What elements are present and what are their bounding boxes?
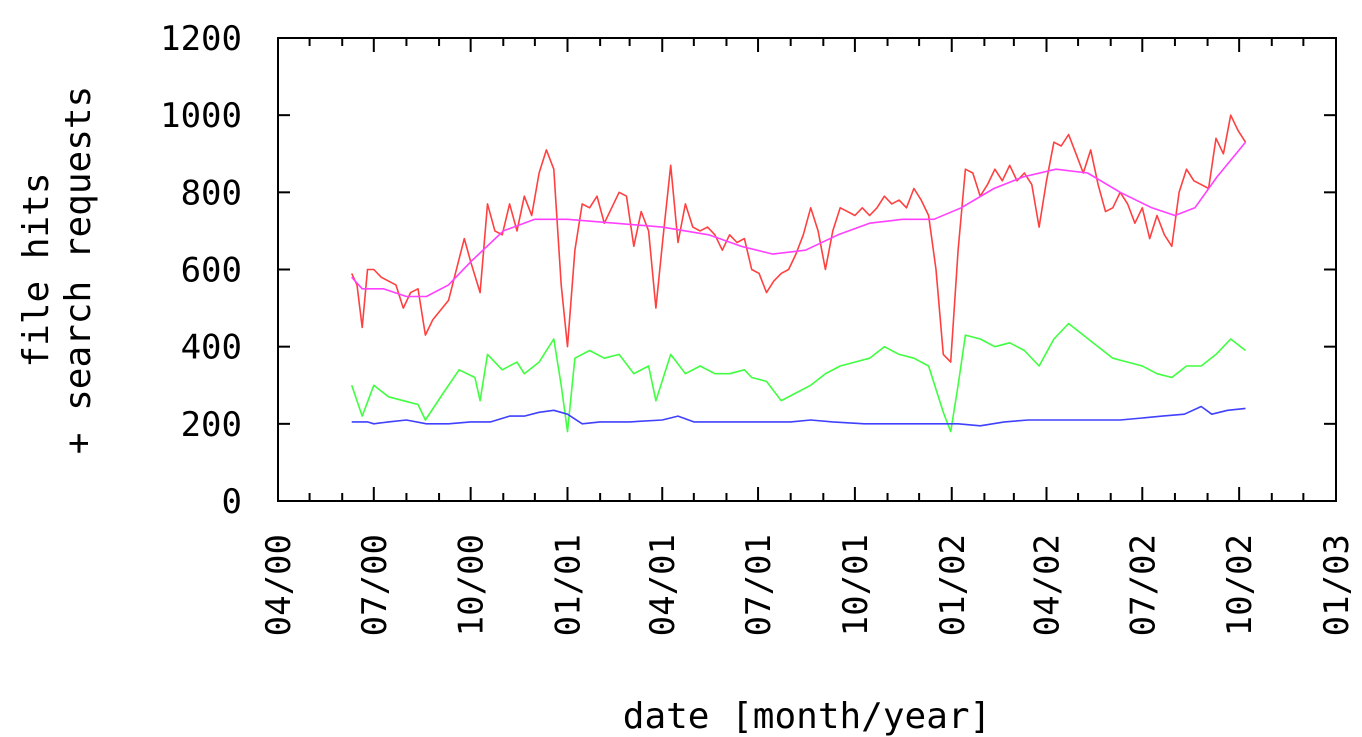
x-tick-label: 04/00 bbox=[259, 534, 299, 636]
y-tick-label: 400 bbox=[181, 328, 242, 368]
y-axis-label-line-2: + search requests bbox=[58, 86, 99, 454]
y-tick-label: 1200 bbox=[160, 19, 242, 59]
y-tick-label: 600 bbox=[181, 251, 242, 291]
x-tick-label: 10/01 bbox=[836, 534, 876, 636]
series-line-1 bbox=[350, 114, 1247, 363]
x-tick-label: 10/02 bbox=[1220, 534, 1260, 636]
y-tick-label: 1000 bbox=[160, 96, 242, 136]
series-line-4 bbox=[351, 405, 1246, 427]
x-tick-label: 10/00 bbox=[452, 534, 492, 636]
series-line-2 bbox=[351, 141, 1247, 298]
series-line-3 bbox=[350, 322, 1246, 433]
x-tick-label: 07/02 bbox=[1123, 534, 1163, 636]
x-axis-label: date [month/year] bbox=[623, 696, 991, 737]
x-tick-label: 01/01 bbox=[549, 534, 589, 636]
y-tick-label: 200 bbox=[181, 405, 242, 445]
x-axis: 04/00 07/00 10/00 01/01 04/01 07/01 10/01 01/02… bbox=[259, 38, 1357, 636]
x-tick-label: 01/03 bbox=[1317, 534, 1357, 636]
y-axis-label-line-1: file hits bbox=[16, 172, 57, 367]
y-axis: 0 200 400 600 800 1000 1200 bbox=[160, 19, 1336, 522]
y-tick-label: 0 bbox=[222, 482, 242, 522]
x-tick-label: 07/01 bbox=[739, 534, 779, 636]
x-tick-label: 01/02 bbox=[933, 534, 973, 636]
y-tick-label: 800 bbox=[181, 173, 242, 213]
x-tick-label: 04/01 bbox=[643, 534, 683, 636]
plot-frame bbox=[277, 37, 1337, 502]
x-tick-label: 07/00 bbox=[355, 534, 395, 636]
y-axis-label: file hits + search requests bbox=[16, 86, 99, 454]
x-tick-label: 04/02 bbox=[1027, 534, 1067, 636]
series-layer bbox=[350, 114, 1247, 433]
